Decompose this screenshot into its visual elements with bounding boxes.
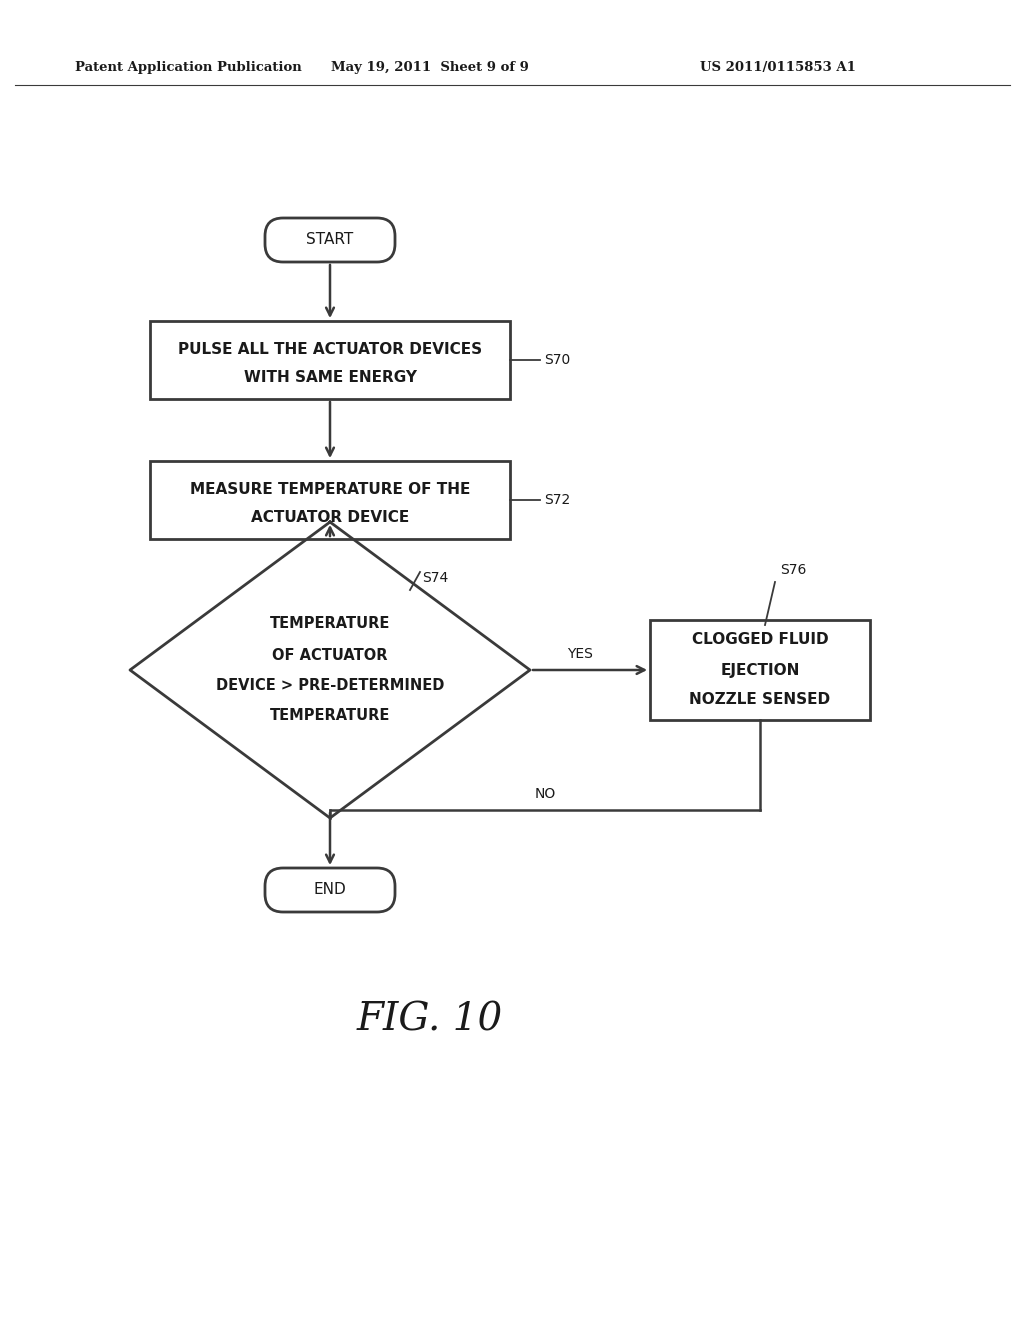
Text: PULSE ALL THE ACTUATOR DEVICES: PULSE ALL THE ACTUATOR DEVICES — [178, 342, 482, 358]
Text: EJECTION: EJECTION — [720, 663, 800, 677]
Text: TEMPERATURE: TEMPERATURE — [269, 616, 390, 631]
Text: TEMPERATURE: TEMPERATURE — [269, 708, 390, 722]
Bar — [150, 321, 510, 399]
Text: OF ACTUATOR: OF ACTUATOR — [272, 648, 388, 663]
Text: Patent Application Publication: Patent Application Publication — [75, 62, 302, 74]
Text: END: END — [313, 883, 346, 898]
Text: S74: S74 — [422, 572, 449, 585]
Text: CLOGGED FLUID: CLOGGED FLUID — [691, 632, 828, 648]
Text: YES: YES — [567, 647, 593, 661]
Bar — [650, 620, 870, 719]
Text: START: START — [306, 232, 353, 248]
FancyBboxPatch shape — [265, 218, 395, 261]
Text: S76: S76 — [780, 564, 806, 577]
Text: S72: S72 — [544, 492, 570, 507]
Text: DEVICE > PRE-DETERMINED: DEVICE > PRE-DETERMINED — [216, 677, 444, 693]
Text: May 19, 2011  Sheet 9 of 9: May 19, 2011 Sheet 9 of 9 — [331, 62, 529, 74]
FancyBboxPatch shape — [265, 869, 395, 912]
Text: US 2011/0115853 A1: US 2011/0115853 A1 — [700, 62, 856, 74]
Text: S70: S70 — [544, 352, 570, 367]
Text: NOZZLE SENSED: NOZZLE SENSED — [689, 693, 830, 708]
Text: NO: NO — [535, 787, 556, 801]
Text: ACTUATOR DEVICE: ACTUATOR DEVICE — [251, 511, 410, 525]
Text: MEASURE TEMPERATURE OF THE: MEASURE TEMPERATURE OF THE — [189, 483, 470, 498]
Text: FIG. 10: FIG. 10 — [357, 1002, 503, 1039]
Text: WITH SAME ENERGY: WITH SAME ENERGY — [244, 371, 417, 385]
Bar — [150, 461, 510, 539]
